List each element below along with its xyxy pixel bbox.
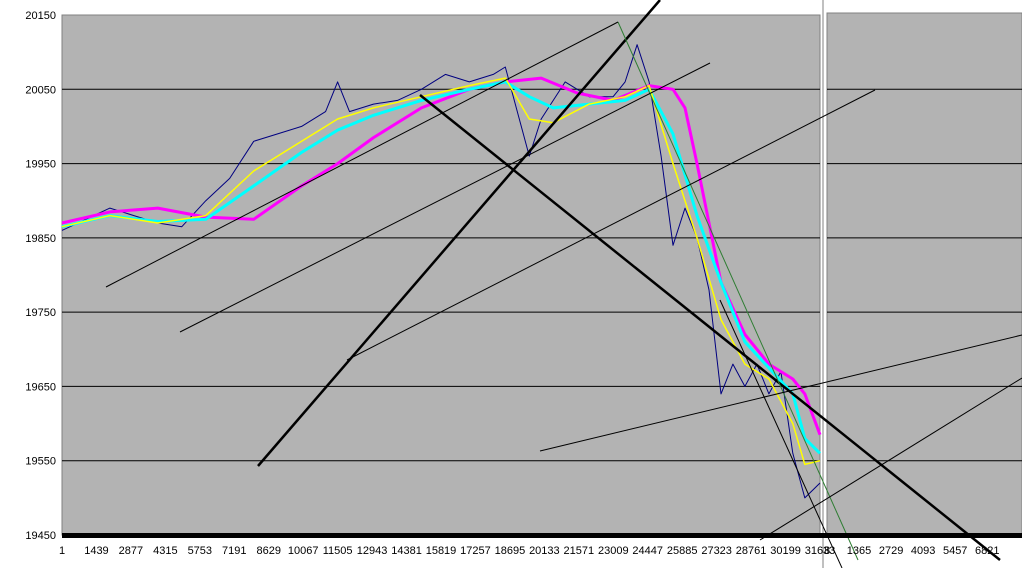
x-tick-label: 8629 [256, 545, 280, 557]
x-tick-label-secondary: 4093 [911, 545, 935, 557]
x-tick-label: 27323 [701, 545, 732, 557]
plot-area-secondary [826, 12, 1022, 536]
y-tick-labels: 19450 19550 19650 19750 19850 19950 20050 20150 [25, 10, 56, 542]
y-tick-label: 19550 [25, 456, 56, 468]
x-tick-label: 1439 [84, 545, 108, 557]
plot-area-main [61, 14, 821, 536]
trendline-2 [617, 21, 859, 561]
y-tick-label: 19450 [25, 530, 56, 542]
x-tick-label: 30199 [770, 545, 801, 557]
x-axis-baseline [62, 533, 1022, 538]
y-tick-label: 20150 [25, 10, 56, 22]
x-tick-label: 25885 [667, 545, 698, 557]
x-tick-label-secondary: 5457 [943, 545, 967, 557]
trendline-7 [759, 377, 1022, 541]
y-tick-label: 20050 [25, 84, 56, 96]
x-tick-label: 12943 [357, 545, 388, 557]
x-tick-labels-secondary: 1365 2729 4093 5457 6821 8 [824, 545, 999, 557]
x-tick-label: 11505 [323, 545, 353, 557]
x-tick-label: 4315 [153, 545, 177, 557]
series-line-2 [61, 80, 822, 455]
x-tick-label: 1 [59, 545, 65, 557]
trendline-1 [419, 94, 1001, 561]
series-line-3 [61, 76, 822, 436]
x-tick-label: 24447 [632, 545, 663, 557]
x-tick-label: 17257 [460, 545, 491, 557]
trendline-4 [179, 62, 711, 333]
y-tick-label: 19650 [25, 381, 56, 393]
series-group [61, 44, 822, 499]
y-tick-label: 19750 [25, 307, 56, 319]
series-line-1 [61, 77, 821, 466]
x-tick-label: 31633 [805, 545, 836, 557]
x-tick-label: 15819 [426, 545, 457, 557]
y-tick-label: 19950 [25, 159, 56, 171]
x-tick-label: 2877 [119, 545, 143, 557]
x-tick-label-secondary: 2729 [879, 545, 903, 557]
x-tick-label: 28761 [736, 545, 767, 557]
x-tick-label: 14381 [391, 545, 422, 557]
x-tick-label: 5753 [188, 545, 212, 557]
x-tick-label: 7191 [222, 545, 246, 557]
x-tick-label: 18695 [495, 545, 526, 557]
series-line-0 [61, 44, 821, 499]
trendlines [105, 0, 1022, 568]
x-tick-label: 10067 [288, 545, 319, 557]
x-tick-label: 20133 [529, 545, 560, 557]
trendline-3 [105, 21, 619, 288]
x-tick-label: 23009 [598, 545, 629, 557]
trendline-0 [257, 0, 661, 467]
x-tick-label-secondary: 1365 [847, 545, 871, 557]
x-tick-label-secondary: 6821 [975, 545, 999, 557]
x-tick-label-secondary: 8 [824, 545, 830, 557]
y-tick-label: 19850 [25, 233, 56, 245]
x-tick-labels: 1 1439 2877 4315 5753 7191 8629 10067 11505 12943… [59, 545, 835, 557]
trendline-8 [719, 299, 843, 568]
trendline-5 [346, 89, 876, 361]
trendline-6 [539, 334, 1022, 452]
x-tick-label: 21571 [564, 545, 595, 557]
